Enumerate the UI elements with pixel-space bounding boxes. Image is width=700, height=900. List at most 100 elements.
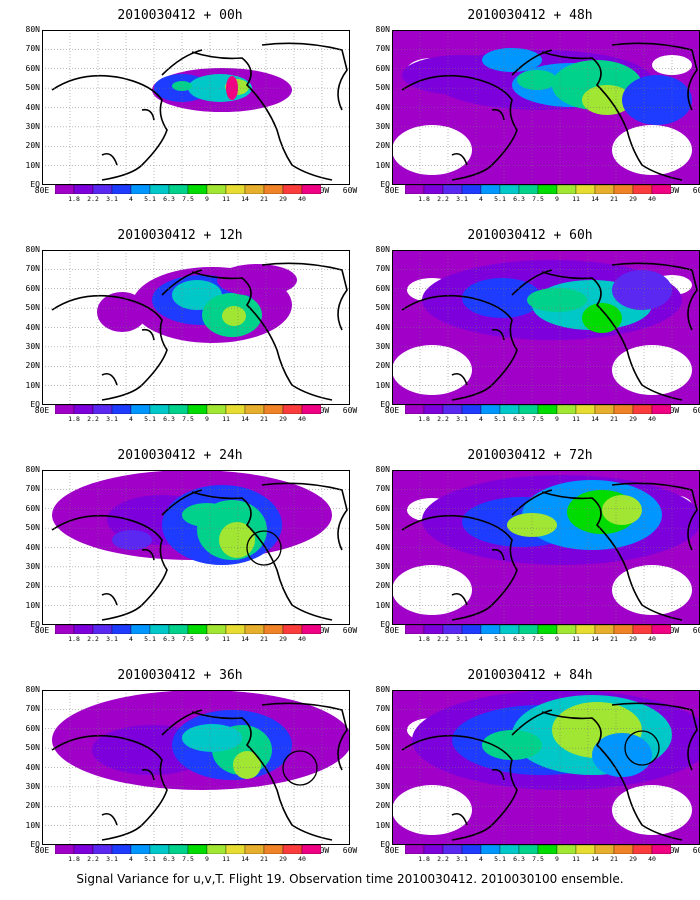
colorbar-swatch: [244, 185, 265, 194]
colorbar-swatch: [206, 405, 227, 414]
colorbar-swatch: [92, 845, 113, 854]
colorbar-swatch: [518, 845, 539, 854]
colorbar-swatch: [73, 845, 94, 854]
figure-caption: Signal Variance for u,v,T. Flight 19. Ob…: [76, 872, 624, 886]
variance-contour: [582, 303, 622, 333]
colorbar-swatch: [55, 625, 75, 634]
colorbar-swatch: [480, 185, 501, 194]
longitude-tick-label: 60W: [692, 406, 700, 415]
variance-map: [392, 30, 700, 185]
latitude-tick-label: 80N: [375, 245, 390, 254]
colorbar-label: 4: [479, 415, 483, 423]
colorbar-swatch: [423, 845, 444, 854]
colorbar-swatch: [632, 625, 653, 634]
latitude-tick-label: 10N: [25, 380, 40, 390]
longitude-tick-label: 60W: [342, 186, 358, 195]
colorbar-label: 2.2: [87, 195, 99, 203]
latitude-tick-label: 30N: [25, 781, 40, 791]
colorbar-swatch: [111, 405, 132, 414]
coastline: [51, 734, 168, 841]
map-frame: [42, 470, 350, 625]
low-variance-region: [612, 565, 692, 615]
colorbar: [55, 625, 321, 634]
variance-map: [42, 470, 350, 625]
colorbar-swatch: [518, 185, 539, 194]
colorbar-label: 40: [298, 855, 306, 863]
coastline: [401, 294, 518, 401]
latitude-tick-label: EQ: [30, 840, 40, 849]
colorbar-swatch: [301, 405, 321, 414]
longitude-tick-label: 80W: [314, 626, 330, 635]
coastline: [511, 709, 553, 736]
colorbar-label: 9: [205, 635, 209, 643]
latitude-tick-label: EQ: [30, 180, 40, 189]
colorbar-swatch: [225, 405, 246, 414]
latitude-tick-label: 20N: [375, 801, 390, 811]
coastline: [51, 294, 168, 401]
colorbar-label: 7.5: [182, 415, 194, 423]
latitude-tick-label: 70N: [375, 264, 390, 274]
latitude-tick-label: 50N: [25, 303, 40, 313]
longitude-tick-label: 60W: [342, 846, 358, 855]
coastline: [401, 74, 518, 181]
panel-title: 2010030412 + 24h: [117, 448, 243, 463]
latitude-tick-label: 40N: [25, 322, 40, 332]
panel-title: 2010030412 + 00h: [117, 8, 243, 23]
map-panel-5: 2010030412 + 24h 80N 70N 60N 50N 40N 30N 20N 10N…: [20, 448, 358, 663]
coastline: [261, 42, 348, 111]
colorbar-swatch: [556, 185, 577, 194]
latitude-tick-label: 50N: [25, 83, 40, 93]
coastline: [261, 262, 348, 331]
map-panel-6: 2010030412 + 72h 80N 70N 60N 50N 40N 30N 20N 10N…: [370, 448, 700, 663]
colorbar-label: 21: [610, 635, 618, 643]
colorbar-swatch: [130, 185, 151, 194]
latitude-tick-label: 30N: [25, 561, 40, 571]
colorbar-label: 5.1: [494, 635, 506, 643]
colorbar-swatch: [537, 405, 558, 414]
colorbar-swatch: [168, 625, 189, 634]
colorbar-label: 4: [479, 635, 483, 643]
latitude-tick-label: 20N: [25, 581, 40, 591]
low-variance-region: [392, 125, 472, 175]
colorbar-swatch: [556, 845, 577, 854]
colorbar-swatch: [575, 625, 596, 634]
colorbar-label: 4: [129, 195, 133, 203]
colorbar-label: 3.1: [456, 195, 468, 203]
longitude-tick-label: 80W: [664, 626, 680, 635]
colorbar-label: 40: [648, 415, 656, 423]
colorbar-label: 6.3: [513, 195, 525, 203]
latitude-tick-label: 10N: [375, 600, 390, 610]
coastline: [191, 271, 333, 401]
colorbar-label: 14: [241, 855, 249, 863]
colorbar-swatch: [282, 185, 303, 194]
colorbar-swatch: [244, 405, 265, 414]
colorbar-label: 14: [591, 195, 599, 203]
colorbar-label: 1.8: [418, 855, 430, 863]
colorbar-label: 2.2: [437, 855, 449, 863]
panel-title: 2010030412 + 12h: [117, 228, 243, 243]
colorbar-swatch: [632, 405, 653, 414]
colorbar-swatch: [55, 845, 75, 854]
colorbar-swatch: [111, 185, 132, 194]
coastline: [191, 711, 333, 841]
longitude-tick-label: 60W: [342, 626, 358, 635]
colorbar-swatch: [613, 405, 634, 414]
variance-contour: [527, 288, 587, 312]
colorbar-swatch: [651, 185, 671, 194]
latitude-tick-label: 30N: [375, 121, 390, 131]
colorbar-label: 3.1: [456, 855, 468, 863]
colorbar-label: 14: [591, 415, 599, 423]
colorbar-label: 2.2: [437, 635, 449, 643]
coastline: [491, 328, 505, 341]
colorbar-label: 4: [129, 855, 133, 863]
latitude-tick-label: 50N: [375, 303, 390, 313]
colorbar-swatch: [518, 405, 539, 414]
colorbar-label: 5.1: [494, 855, 506, 863]
colorbar-label: 5.1: [144, 415, 156, 423]
latitude-tick-label: 10N: [25, 600, 40, 610]
colorbar-label: 1.8: [68, 415, 80, 423]
panel-title: 2010030412 + 72h: [467, 448, 593, 463]
latitude-tick-label: 40N: [375, 322, 390, 332]
map-frame: [42, 30, 350, 185]
colorbar-label: 9: [555, 635, 559, 643]
